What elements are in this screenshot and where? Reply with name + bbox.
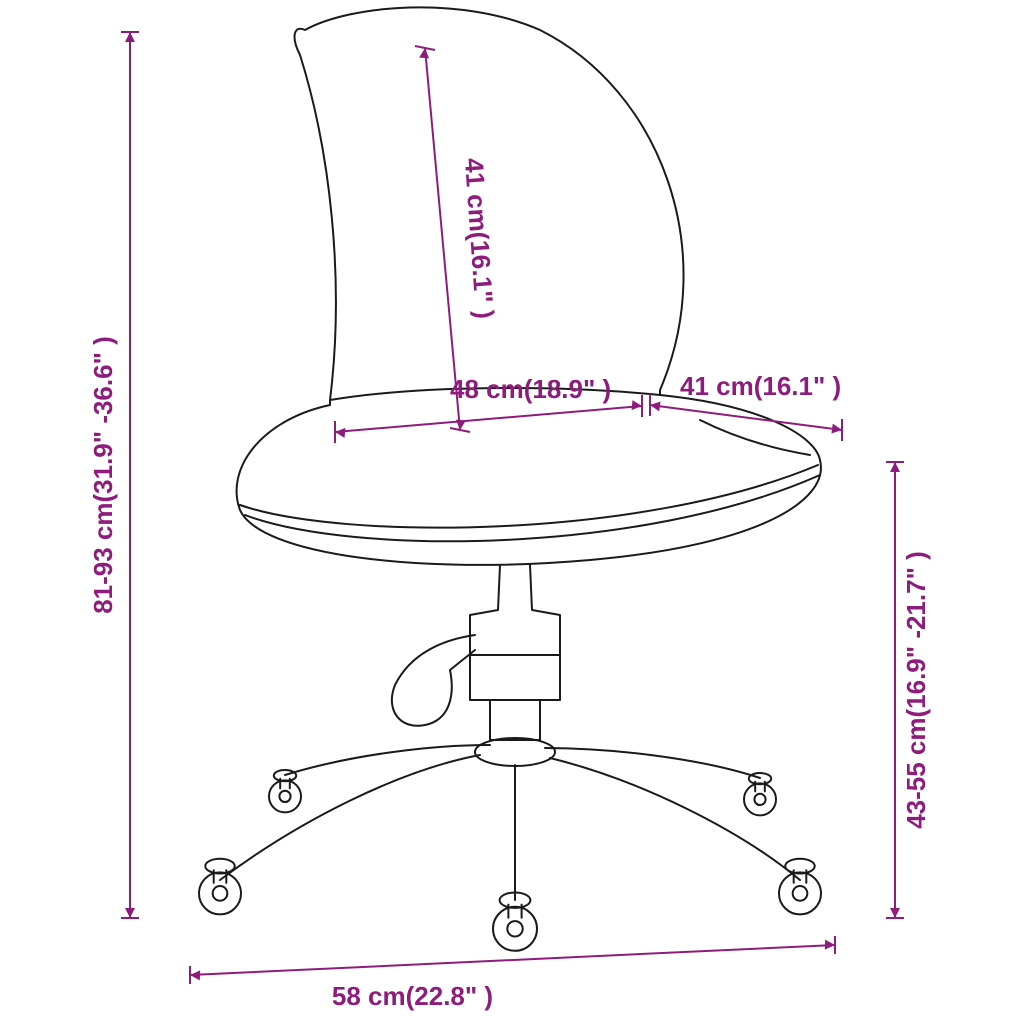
chair-outline [199,7,821,950]
label-base-width: 58 cm(22.8" ) [332,981,493,1011]
dim-seat-width [335,406,642,432]
label-backrest-height: 41 cm(16.1" ) [459,157,500,320]
dim-backrest-height [425,48,460,430]
label-total-height: 81-93 cm(31.9" -36.6" ) [88,336,118,614]
dim-base-width [190,945,835,975]
label-seat-depth: 41 cm(16.1" ) [680,371,841,401]
dim-seat-depth [650,405,842,430]
label-seat-height: 43-55 cm(16.9" -21.7" ) [901,551,931,829]
label-seat-width: 48 cm(18.9" ) [450,374,611,404]
